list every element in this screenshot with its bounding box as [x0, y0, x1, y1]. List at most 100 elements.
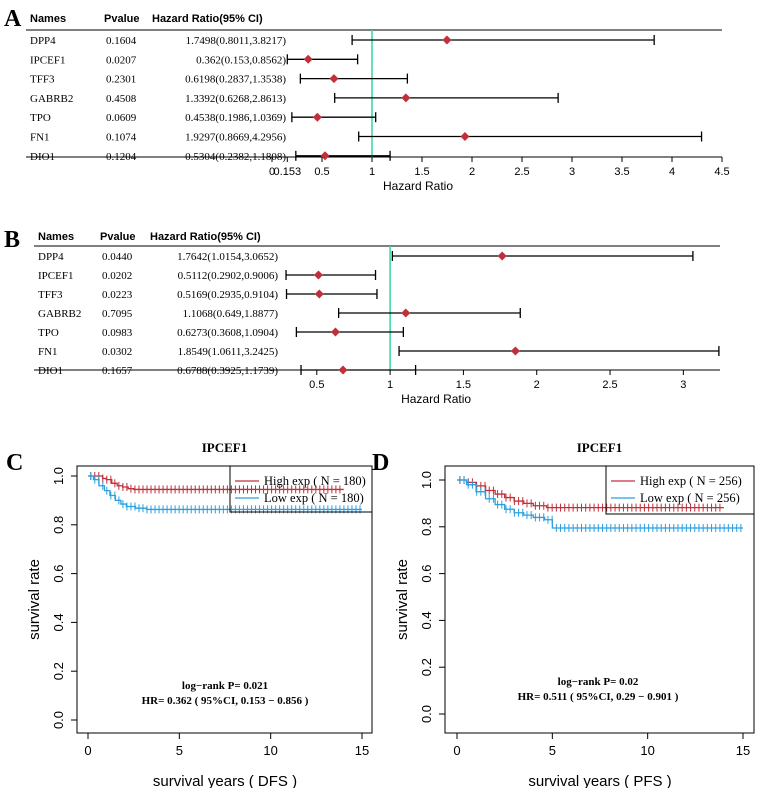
hr-point — [401, 93, 411, 103]
row-pvalue: 0.0223 — [102, 289, 133, 301]
row-hr-text: 0.4538(0.1986,1.0369) — [185, 112, 286, 124]
forest-plot-b: Names Pvalue Hazard Ratio(95% CI) DPP4 0.044… — [34, 231, 720, 406]
hr-point — [330, 327, 340, 337]
hr-point — [401, 308, 411, 318]
row-pvalue: 0.1657 — [102, 365, 133, 377]
row-pvalue: 0.1074 — [106, 132, 137, 144]
row-pvalue: 0.7095 — [102, 308, 133, 320]
row-hr-text: 0.5169(0.2935,0.9104) — [177, 289, 278, 301]
plot-title: IPCEF1 — [202, 440, 248, 455]
x-axis-label: survival years ( DFS ) — [153, 773, 297, 788]
row-hr-text: 1.1068(0.649,1.8877) — [183, 308, 279, 320]
row-hr-text: 1.7642(1.0154,3.0652) — [177, 251, 278, 263]
column-header: Names — [30, 13, 66, 25]
y-axis-label: survival rate — [26, 559, 43, 640]
annotation-text: HR= 0.362 ( 95%CI, 0.153 − 0.856 ) — [142, 695, 309, 707]
column-header: Hazard Ratio(95% CI) — [152, 13, 263, 25]
y-tick-label: 0.4 — [419, 611, 434, 629]
x-tick-label: 4.5 — [714, 166, 729, 178]
row-name: GABRB2 — [30, 93, 73, 105]
row-hr-text: 1.9297(0.8669,4.2956) — [185, 132, 286, 144]
row-hr-text: 0.6198(0.2837,1.3538) — [185, 74, 286, 86]
hr-point — [312, 112, 322, 122]
x-axis-label: survival years ( PFS ) — [528, 773, 671, 788]
hr-point — [442, 35, 452, 45]
row-pvalue: 0.0207 — [106, 54, 137, 66]
y-tick-label: 0.0 — [419, 705, 434, 723]
x-tick-label: 1.5 — [456, 379, 471, 391]
x-tick-label: 3 — [569, 166, 575, 178]
x-tick-label: 3 — [680, 379, 686, 391]
row-name: TFF3 — [38, 289, 63, 301]
row-name: GABRB2 — [38, 308, 81, 320]
x-axis-label: Hazard Ratio — [401, 392, 471, 406]
row-pvalue: 0.0202 — [102, 270, 132, 282]
column-header: Hazard Ratio(95% CI) — [150, 231, 261, 243]
annotation-text: log−rank P= 0.02 — [558, 676, 639, 688]
legend-label: High exp ( N = 256) — [640, 474, 742, 488]
x-tick-label: 10 — [640, 743, 654, 758]
row-pvalue: 0.0983 — [102, 327, 133, 339]
legend-label: High exp ( N = 180) — [264, 474, 366, 488]
row-pvalue: 0.0440 — [102, 251, 133, 263]
row-name: DIO1 — [30, 151, 55, 163]
panel-letter-a: A — [4, 6, 22, 32]
y-axis-label: survival rate — [394, 559, 411, 640]
row-name: DIO1 — [38, 365, 63, 377]
hr-point — [320, 151, 330, 161]
hr-point — [329, 74, 339, 84]
survival-curve-1 — [457, 479, 743, 529]
y-tick-label: 0.8 — [51, 516, 66, 534]
forest-plot-a: Names Pvalue Hazard Ratio(95% CI) DPP4 0.160… — [26, 13, 730, 193]
hr-point — [497, 251, 507, 261]
row-pvalue: 0.4508 — [106, 93, 137, 105]
column-header: Pvalue — [100, 231, 135, 243]
x-tick-label: 2.5 — [514, 166, 529, 178]
hr-point — [313, 270, 323, 280]
row-name: IPCEF1 — [30, 54, 65, 66]
row-name: DPP4 — [38, 251, 64, 263]
column-header: Names — [38, 231, 74, 243]
y-tick-label: 1.0 — [51, 467, 66, 485]
legend-box — [605, 465, 755, 515]
legend-label: Low exp ( N = 256) — [640, 491, 740, 505]
x-tick-label: 2 — [469, 166, 475, 178]
row-hr-text: 0.6273(0.3608,1.0904) — [177, 327, 278, 339]
y-tick-label: 0.0 — [51, 711, 66, 729]
y-tick-label: 0.8 — [419, 518, 434, 536]
row-name: FN1 — [38, 346, 58, 358]
x-tick-label: 3.5 — [614, 166, 629, 178]
y-tick-label: 0.2 — [51, 662, 66, 680]
annotation-text: log−rank P= 0.021 — [182, 680, 268, 692]
x-tick-label: 0.153 — [274, 166, 302, 178]
row-name: TFF3 — [30, 74, 55, 86]
x-tick-label: 2 — [534, 379, 540, 391]
hr-point — [314, 289, 324, 299]
x-tick-label: 0.5 — [309, 379, 324, 391]
hr-point — [303, 54, 313, 64]
plot-frame — [76, 465, 373, 734]
row-hr-text: 1.3392(0.6268,2.8613) — [185, 93, 286, 105]
x-tick-label: 1.5 — [414, 166, 429, 178]
y-tick-label: 0.6 — [419, 565, 434, 583]
row-pvalue: 0.1204 — [106, 151, 137, 163]
row-name: IPCEF1 — [38, 270, 73, 282]
x-tick-label: 2.5 — [602, 379, 617, 391]
y-tick-label: 0.4 — [51, 613, 66, 631]
row-name: TPO — [30, 112, 51, 124]
x-tick-label: 1 — [369, 166, 375, 178]
row-pvalue: 0.0302 — [102, 346, 132, 358]
row-pvalue: 0.1604 — [106, 35, 137, 47]
x-tick-label: 4 — [669, 166, 675, 178]
y-tick-label: 0.2 — [419, 658, 434, 676]
panel-letter-d: D — [372, 450, 389, 476]
y-tick-label: 0.6 — [51, 565, 66, 583]
x-tick-label: 0 — [84, 743, 91, 758]
row-name: TPO — [38, 327, 59, 339]
legend-label: Low exp ( N = 180) — [264, 491, 364, 505]
column-header: Pvalue — [104, 13, 139, 25]
hr-point — [338, 365, 348, 375]
km-plot-c: IPCEF1 0.0 0.2 0.4 0.6 0.8 1.0 0 5 10 15 survival y… — [26, 440, 373, 788]
panel-letter-c: C — [6, 450, 23, 476]
